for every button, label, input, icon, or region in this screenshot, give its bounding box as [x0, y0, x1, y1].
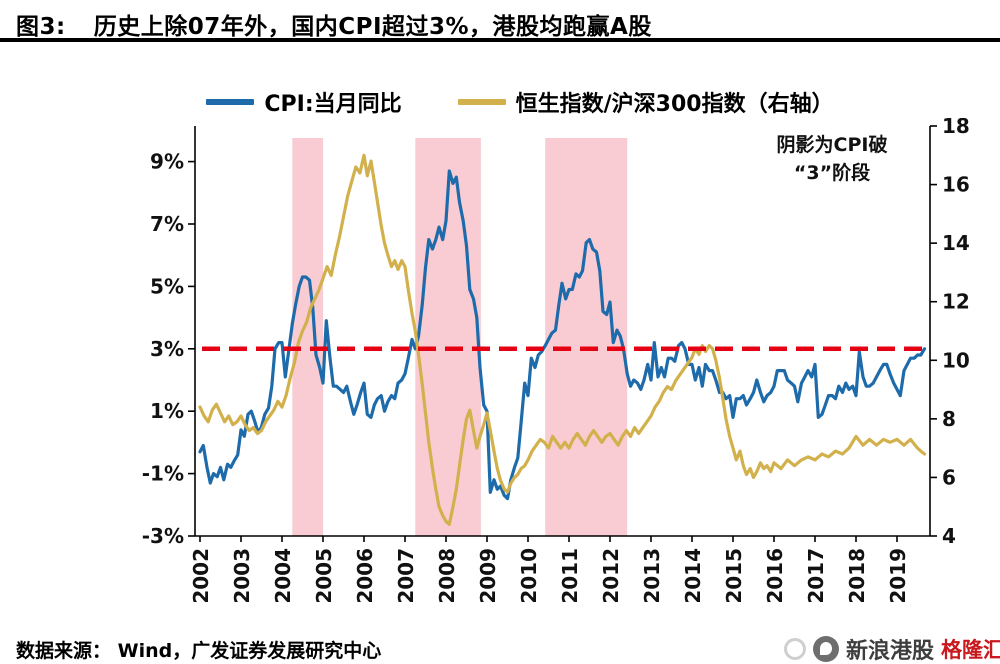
x-axis-year-label: 2004: [271, 548, 295, 604]
x-axis-year-label: 2011: [558, 548, 582, 604]
cpi-yoy-line: [198, 169, 927, 501]
legend-item-cpi: CPI:当月同比: [206, 86, 402, 118]
right-axis-tick-label: 10: [942, 348, 970, 372]
footer: 数据来源： Wind，广发证券发展研究中心 新浪港股 格隆汇: [0, 633, 1000, 664]
ratio-legend-label: 恒生指数/沪深300指数（右轴）: [515, 92, 834, 117]
watermarks: 新浪港股 格隆汇: [783, 633, 1000, 664]
left-axis-tick-label: 1%: [150, 399, 184, 423]
shading-note-line2: “3”阶段: [793, 161, 871, 184]
sina-logo-icon: [812, 636, 839, 662]
gelonghui-watermark: 格隆汇: [941, 638, 1000, 662]
figure-title: 历史上除07年外，国内CPI超过3%，港股均跑赢A股: [93, 14, 652, 40]
x-axis-year-label: 2013: [640, 548, 664, 604]
x-axis-year-label: 2015: [722, 548, 746, 604]
cpi-vs-hsi-csi300-chart: 9% 7% 5% 3% 1% -1% -3% 18 16 14 12 10 8 6 4 2002 2003 200…: [142, 118, 970, 604]
x-axis-year-label: 2008: [435, 548, 459, 604]
x-axis-year-label: 2006: [353, 548, 377, 604]
cpi-legend-swatch-icon: [206, 99, 255, 105]
left-axis-tick-label: 5%: [150, 274, 184, 298]
x-axis-year-label: 2007: [394, 548, 418, 604]
right-axis-tick-label: 12: [942, 290, 970, 314]
figure-number: 图3:: [16, 14, 66, 40]
watermark-ring-icon: [783, 638, 806, 660]
x-axis-year-label: 2016: [763, 548, 787, 604]
sina-hk-watermark: 新浪港股: [845, 639, 934, 664]
right-axis-tick-label: 16: [942, 173, 970, 197]
chart-legend: CPI:当月同比 恒生指数/沪深300指数（右轴）: [0, 86, 1000, 118]
right-axis-tick-label: 6: [942, 465, 956, 489]
x-axis-year-label: 2005: [312, 548, 336, 604]
left-axis-tick-label: -3%: [142, 524, 184, 548]
legend-item-hsi-csi300-ratio: 恒生指数/沪深300指数（右轴）: [457, 86, 834, 118]
x-axis-year-label: 2014: [681, 548, 705, 604]
x-axis-year-label: 2010: [517, 548, 541, 604]
cpi-above-3-shaded-band: [292, 138, 324, 536]
x-axis-year-label: 2018: [845, 548, 869, 604]
right-axis-tick-label: 8: [942, 407, 956, 431]
left-axis-tick-label: 9%: [150, 150, 184, 174]
right-axis-tick-label: 4: [942, 524, 956, 548]
title-bar: 图3: 历史上除07年外，国内CPI超过3%，港股均跑赢A股: [0, 0, 1000, 42]
ratio-legend-swatch-icon: [457, 99, 506, 105]
data-source-note: 数据来源： Wind，广发证券发展研究中心: [16, 639, 382, 662]
x-axis-year-label: 2017: [804, 548, 828, 604]
shading-note: 阴影为CPI破 “3”阶段: [750, 132, 914, 187]
left-axis-tick-label: -1%: [142, 462, 184, 486]
x-axis-year-label: 2009: [476, 548, 500, 604]
hsi-over-csi300-line: [198, 153, 927, 526]
x-axis-year-label: 2012: [599, 548, 623, 604]
cpi-legend-label: CPI:当月同比: [264, 92, 402, 117]
right-axis-tick-label: 14: [942, 231, 970, 255]
x-axis-year-label: 2002: [189, 548, 213, 604]
x-axis-year-label: 2003: [230, 548, 254, 604]
x-axis-year-label: 2019: [886, 548, 910, 604]
left-axis-tick-label: 7%: [150, 212, 184, 236]
left-axis-tick-label: 3%: [150, 337, 184, 361]
shading-note-line1: 阴影为CPI破: [776, 134, 888, 156]
right-axis-tick-label: 18: [942, 118, 970, 138]
